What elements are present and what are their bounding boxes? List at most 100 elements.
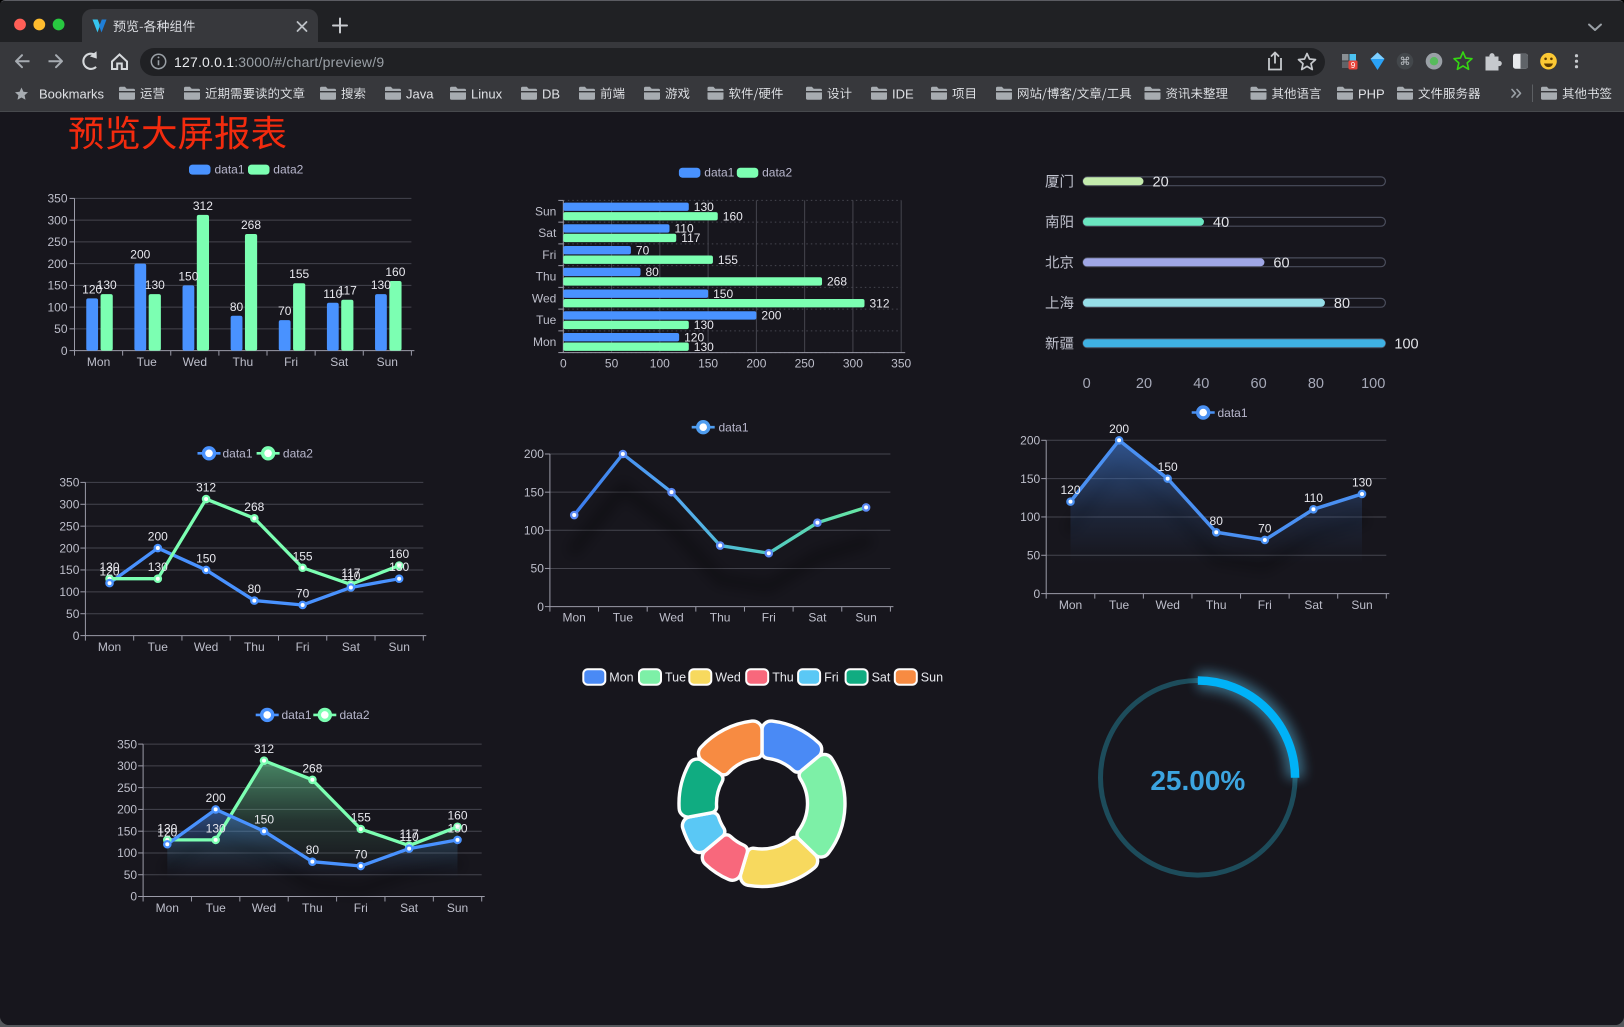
svg-text:200: 200	[117, 803, 137, 817]
svg-text:data1: data1	[282, 708, 312, 722]
svg-text:120: 120	[157, 826, 177, 840]
svg-text:70: 70	[636, 244, 650, 258]
svg-text:130: 130	[206, 821, 226, 835]
svg-text:100: 100	[59, 585, 79, 599]
svg-text:0: 0	[61, 344, 68, 358]
svg-text:200: 200	[47, 257, 67, 271]
svg-text:data1: data1	[1218, 406, 1248, 420]
svg-text:110: 110	[400, 830, 419, 844]
svg-text:50: 50	[1027, 549, 1041, 563]
svg-text:Fri: Fri	[762, 611, 776, 625]
svg-text:Wed: Wed	[659, 611, 683, 625]
svg-text:Thu: Thu	[772, 670, 794, 684]
svg-text:Mon: Mon	[156, 901, 179, 915]
svg-text:Thu: Thu	[536, 270, 557, 284]
svg-text:155: 155	[293, 549, 313, 563]
svg-text:Wed: Wed	[715, 670, 741, 684]
svg-text:130: 130	[1352, 476, 1372, 490]
svg-text:130: 130	[97, 278, 117, 292]
svg-text:200: 200	[59, 541, 79, 555]
svg-text:130: 130	[99, 560, 119, 574]
svg-text:80: 80	[646, 265, 660, 279]
svg-text:300: 300	[47, 213, 67, 227]
svg-text:130: 130	[694, 340, 714, 354]
svg-text:100: 100	[650, 357, 670, 371]
svg-text:200: 200	[524, 447, 544, 461]
svg-text:200: 200	[148, 530, 168, 544]
svg-text:130: 130	[371, 278, 391, 292]
svg-text:117: 117	[681, 231, 700, 245]
svg-text:50: 50	[531, 562, 545, 576]
svg-text:Sat: Sat	[400, 901, 419, 915]
svg-text:Fri: Fri	[542, 248, 556, 262]
svg-text:Sat: Sat	[330, 355, 349, 369]
svg-text:0: 0	[560, 357, 567, 371]
svg-text:120: 120	[684, 330, 704, 344]
svg-text:9: 9	[1351, 61, 1356, 70]
svg-text:60: 60	[1251, 376, 1267, 392]
svg-text:0: 0	[537, 600, 544, 614]
svg-text:Tue: Tue	[1109, 598, 1130, 612]
svg-text:70: 70	[296, 587, 310, 601]
svg-text:Thu: Thu	[233, 355, 254, 369]
svg-text:Mon: Mon	[563, 611, 586, 625]
svg-text:120: 120	[82, 282, 102, 296]
svg-text:350: 350	[47, 192, 67, 206]
svg-text:155: 155	[718, 253, 738, 267]
svg-text:Mon: Mon	[1059, 598, 1082, 612]
svg-text:250: 250	[117, 781, 137, 795]
svg-text:130: 130	[145, 278, 165, 292]
svg-text:25.00%: 25.00%	[1150, 765, 1245, 796]
svg-text:Thu: Thu	[244, 640, 265, 654]
svg-text:Tue: Tue	[665, 670, 686, 684]
svg-text:110: 110	[675, 222, 694, 236]
svg-text:Linux: Linux	[471, 86, 503, 101]
svg-text:312: 312	[254, 742, 274, 756]
svg-text:Wed: Wed	[194, 640, 218, 654]
svg-text:150: 150	[713, 287, 733, 301]
svg-text:Sun: Sun	[377, 355, 398, 369]
svg-text:160: 160	[389, 547, 409, 561]
svg-text:data1: data1	[704, 166, 734, 180]
svg-text:300: 300	[117, 759, 137, 773]
svg-text:40: 40	[1213, 215, 1229, 231]
svg-text:Fri: Fri	[296, 640, 310, 654]
svg-text:80: 80	[306, 843, 320, 857]
svg-text:268: 268	[244, 500, 264, 514]
svg-text:0: 0	[130, 890, 137, 904]
svg-text:150: 150	[698, 357, 718, 371]
svg-text:312: 312	[870, 296, 890, 310]
svg-text:110: 110	[341, 569, 360, 583]
svg-text:Bookmarks: Bookmarks	[39, 86, 105, 101]
svg-text:Java: Java	[406, 86, 434, 101]
svg-text:130: 130	[694, 200, 714, 214]
svg-text:40: 40	[1193, 376, 1209, 392]
svg-text:268: 268	[827, 275, 847, 289]
svg-text:70: 70	[278, 304, 292, 318]
svg-text:80: 80	[1308, 376, 1324, 392]
svg-text:80: 80	[230, 300, 244, 314]
svg-text:0: 0	[73, 629, 80, 643]
svg-text:data2: data2	[340, 708, 370, 722]
svg-text:250: 250	[59, 519, 79, 533]
svg-text:150: 150	[1020, 472, 1040, 486]
svg-text:50: 50	[124, 868, 138, 882]
svg-text:Mon: Mon	[98, 640, 121, 654]
svg-text:data1: data1	[719, 421, 749, 435]
svg-text:120: 120	[1060, 483, 1080, 497]
svg-text:data2: data2	[273, 163, 303, 177]
svg-text:250: 250	[47, 235, 67, 249]
svg-text:350: 350	[117, 737, 137, 751]
svg-text:130: 130	[694, 318, 714, 332]
svg-text:312: 312	[193, 199, 213, 213]
svg-text:117: 117	[341, 566, 360, 580]
svg-text:Tue: Tue	[536, 313, 557, 327]
svg-text:100: 100	[47, 300, 67, 314]
svg-text:312: 312	[196, 481, 216, 495]
svg-text:Tue: Tue	[137, 355, 158, 369]
svg-text:20: 20	[1136, 376, 1152, 392]
svg-text:160: 160	[385, 265, 405, 279]
svg-text:50: 50	[66, 607, 80, 621]
svg-text:Thu: Thu	[302, 901, 323, 915]
svg-text:Sun: Sun	[855, 611, 876, 625]
